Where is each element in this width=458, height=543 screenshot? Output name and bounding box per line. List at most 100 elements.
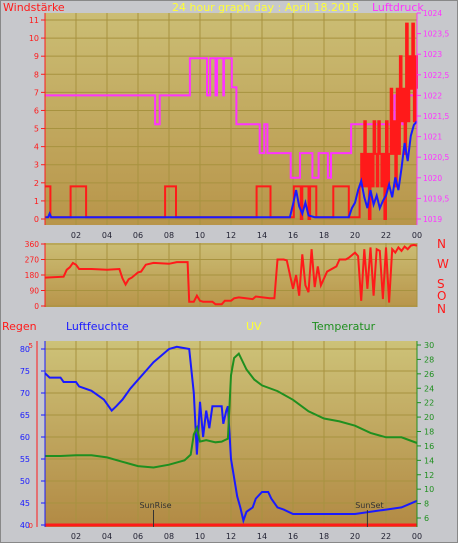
wind-speed-line — [45, 120, 418, 219]
x-tick-label: 14 — [257, 231, 267, 240]
regen-label: Regen — [2, 320, 37, 333]
wind-pressure-ticks: 0123456789101110191019,510201020,5102110… — [29, 9, 450, 240]
temperature-tick-label: 28 — [424, 355, 434, 364]
wind-direction-series — [44, 243, 418, 306]
wind-tick-label: 0 — [34, 215, 39, 224]
humidity-tick-label: 80 — [20, 345, 30, 354]
x-tick-label: 00 — [412, 532, 422, 541]
x-tick-label: 22 — [381, 532, 391, 541]
sun-markers: SunRise SunSet — [139, 501, 384, 527]
x-tick-label: 08 — [164, 231, 174, 240]
humidity-temperature-series — [44, 345, 418, 527]
wind-tick-label: 9 — [34, 52, 39, 61]
x-tick-label: 04 — [102, 532, 112, 541]
x-tick-label: 18 — [319, 532, 329, 541]
sunset-label: SunSet — [355, 501, 383, 510]
pressure-tick-label: 1024 — [423, 9, 442, 18]
windstarke-label: Windstärke — [3, 1, 65, 14]
humidity-temperature-panel: 4045505560657075806810121416182022242628… — [20, 341, 434, 541]
humidity-temperature-ticks: 4045505560657075806810121416182022242628… — [20, 341, 434, 541]
wind-tick-label: 3 — [34, 161, 39, 170]
x-tick-label: 06 — [133, 231, 143, 240]
temperature-tick-label: 10 — [424, 485, 434, 494]
wind-direction-line — [44, 243, 418, 306]
direction-tick-label: 180 — [25, 271, 40, 280]
wind-pressure-grid — [45, 13, 418, 225]
x-tick-label: 18 — [319, 231, 329, 240]
direction-tick-label: 360 — [25, 240, 40, 249]
temperature-tick-label: 20 — [424, 413, 434, 422]
temperature-line — [45, 351, 418, 469]
pressure-tick-label: 1019 — [423, 215, 442, 224]
x-tick-label: 04 — [102, 231, 112, 240]
x-tick-label: 10 — [195, 231, 205, 240]
wind-gust-line — [45, 22, 418, 220]
temperature-tick-label: 12 — [424, 471, 434, 480]
sunrise-label: SunRise — [139, 501, 171, 510]
compass-label: N — [437, 237, 446, 251]
temperature-tick-label: 16 — [424, 442, 434, 451]
pressure-tick-label: 1020 — [423, 174, 442, 183]
wind-tick-label: 1 — [34, 197, 39, 206]
pressure-line — [45, 57, 417, 179]
temperature-tick-label: 14 — [424, 456, 434, 465]
chart-title: 24 hour graph day : April 18.2018 — [172, 1, 359, 14]
x-tick-label: 12 — [226, 532, 236, 541]
direction-tick-label: 0 — [34, 302, 39, 311]
wind-pressure-series — [45, 22, 418, 220]
wind-tick-label: 8 — [34, 70, 39, 79]
pressure-tick-label: 1023 — [423, 50, 442, 59]
humidity-line — [44, 345, 418, 525]
x-tick-label: 22 — [381, 231, 391, 240]
x-tick-label: 06 — [133, 532, 143, 541]
compass-label: S — [437, 277, 445, 291]
wind-direction-grid — [45, 243, 418, 307]
direction-tick-label: 90 — [29, 287, 39, 296]
pressure-tick-label: 1020,5 — [423, 153, 449, 162]
x-tick-label: 02 — [71, 532, 81, 541]
pressure-tick-label: 1022,5 — [423, 71, 449, 80]
temperature-tick-label: 6 — [424, 514, 429, 523]
wind-tick-label: 7 — [34, 88, 39, 97]
wind-pressure-panel: 0123456789101110191019,510201020,5102110… — [29, 9, 450, 240]
wind-direction-ticks: 0 90 180 270 360 — [25, 240, 45, 311]
pressure-tick-label: 1022 — [423, 91, 442, 100]
uv-tick-label: 5 — [29, 342, 33, 350]
temperature-tick-label: 22 — [424, 399, 434, 408]
x-tick-label: 14 — [257, 532, 267, 541]
compass-label: O — [437, 289, 446, 303]
x-tick-label: 08 — [164, 532, 174, 541]
humidity-tick-label: 45 — [20, 499, 30, 508]
x-tick-label: 12 — [226, 231, 236, 240]
pressure-tick-label: 1021 — [423, 133, 442, 142]
x-tick-label: 20 — [350, 231, 360, 240]
direction-tick-label: 270 — [25, 256, 40, 265]
x-tick-label: 16 — [288, 231, 298, 240]
pressure-tick-label: 1023,5 — [423, 30, 449, 39]
x-tick-label: 20 — [350, 532, 360, 541]
luftdruck-label: Luftdruck — [372, 1, 424, 14]
temperature-tick-label: 18 — [424, 428, 434, 437]
pressure-tick-label: 1019,5 — [423, 194, 449, 203]
wind-tick-label: 5 — [34, 125, 39, 134]
temperature-tick-label: 30 — [424, 341, 434, 350]
pressure-tick-label: 1021,5 — [423, 112, 449, 121]
x-tick-label: 10 — [195, 532, 205, 541]
temperature-tick-label: 8 — [424, 500, 429, 509]
luftfeuchte-label: Luftfeuchte — [66, 320, 129, 333]
compass-label: N — [437, 302, 446, 316]
humidity-tick-label: 40 — [20, 521, 30, 530]
wind-tick-label: 4 — [34, 143, 39, 152]
temperatur-label: Temperatur — [311, 320, 376, 333]
x-tick-label: 00 — [412, 231, 422, 240]
wind-tick-label: 10 — [29, 34, 39, 43]
humidity-tick-label: 55 — [20, 455, 30, 464]
humidity-tick-label: 70 — [20, 389, 30, 398]
temperature-tick-label: 24 — [424, 384, 434, 393]
compass-label: W — [437, 257, 449, 271]
wind-tick-label: 11 — [29, 16, 39, 25]
